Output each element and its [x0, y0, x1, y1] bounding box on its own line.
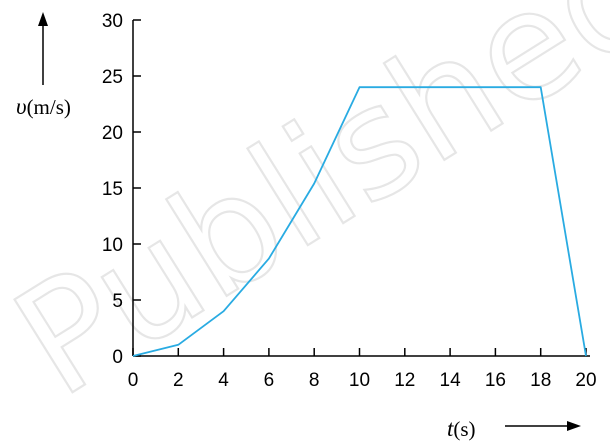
y-ticks: 0 5 10 15 20 25 30	[102, 11, 141, 368]
x-tick-label: 4	[218, 370, 229, 391]
x-tick-label: 10	[349, 370, 370, 391]
x-tick-label: 12	[394, 370, 415, 391]
x-tick-label: 0	[128, 370, 139, 391]
series	[132, 86, 587, 357]
y-tick-label: 20	[102, 123, 123, 144]
x-tick-label: 16	[485, 370, 506, 391]
x-tick-label: 14	[440, 370, 462, 391]
y-tick-label: 0	[112, 347, 123, 368]
y-tick-label: 30	[102, 11, 123, 32]
y-tick-label: 25	[102, 67, 123, 88]
x-axis-title-group: t(s)	[447, 416, 581, 441]
x-tick-label: 6	[264, 370, 275, 391]
y-tick-label: 10	[102, 235, 123, 256]
y-axis-title: υ(m/s)	[16, 94, 71, 119]
y-axis-title-group: υ(m/s)	[16, 12, 71, 119]
x-tick-label: 8	[309, 370, 320, 391]
x-axis-unit: (s)	[453, 417, 475, 441]
y-tick-label: 5	[112, 291, 123, 312]
x-ticks: 0 2 4 6 8 10 12 14 16 18 20	[128, 348, 597, 391]
x-axis-title: t(s)	[447, 416, 476, 441]
y-axis-variable: υ	[16, 94, 27, 119]
velocity-series-line	[132, 86, 587, 357]
x-tick-label: 20	[575, 370, 596, 391]
x-axis-variable: t	[447, 416, 454, 441]
x-tick-label: 2	[173, 370, 184, 391]
watermark: Published	[0, 0, 610, 432]
x-tick-label: 18	[530, 370, 551, 391]
y-tick-label: 15	[102, 179, 123, 200]
y-axis-unit: (m/s)	[27, 95, 71, 119]
y-axis-arrow-icon	[38, 12, 48, 26]
x-axis-arrow-icon	[567, 421, 581, 431]
